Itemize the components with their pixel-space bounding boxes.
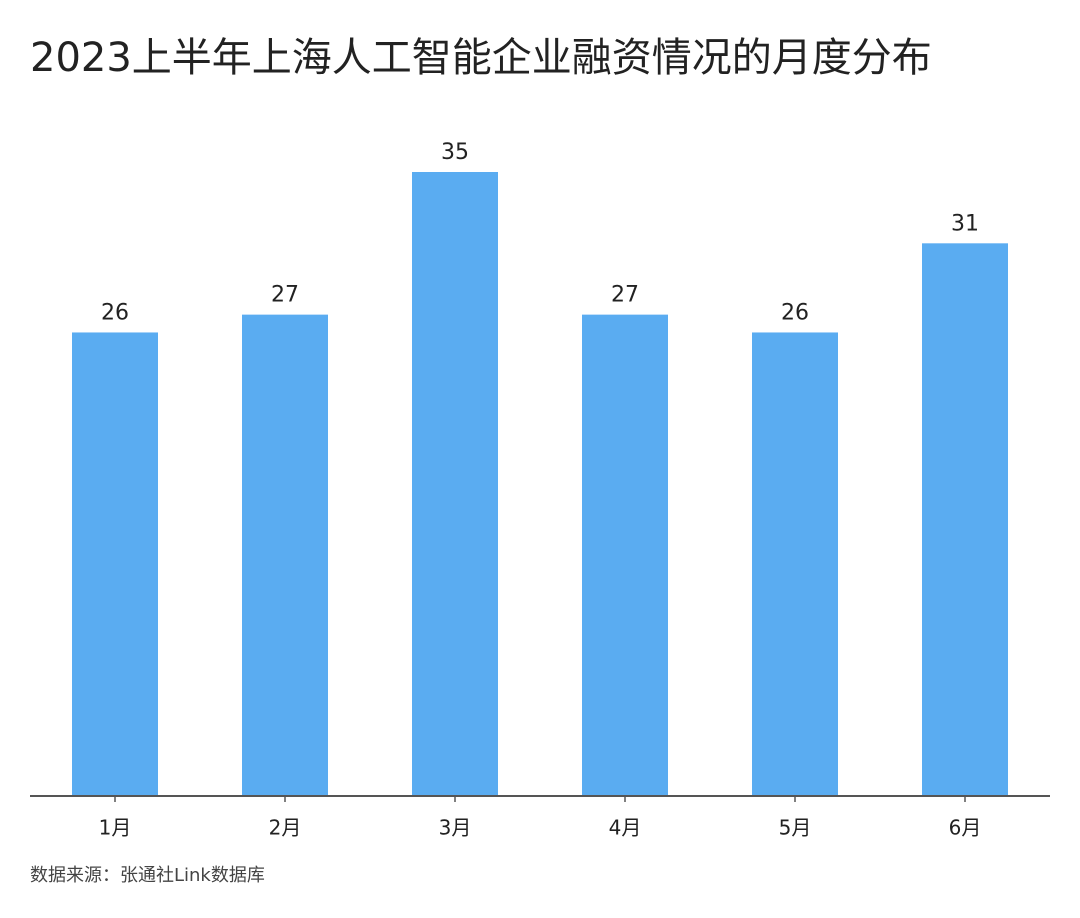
value-label: 27 [611, 283, 639, 308]
bar [922, 243, 1008, 797]
chart-title: 2023上半年上海人工智能企业融资情况的月度分布 [30, 35, 932, 81]
value-label: 26 [781, 300, 809, 325]
x-tick-label: 4月 [609, 816, 642, 840]
bar [582, 314, 668, 796]
value-label: 27 [271, 283, 299, 308]
x-tick-label: 3月 [439, 816, 472, 840]
bar [412, 172, 498, 796]
x-tick-label: 2月 [269, 816, 302, 840]
bar [72, 332, 158, 796]
x-tick-label: 6月 [949, 816, 982, 840]
value-label: 26 [101, 300, 129, 325]
source-note: 数据来源：张通社Link数据库 [30, 865, 265, 886]
x-tick-label: 5月 [779, 816, 812, 840]
x-tick-label: 1月 [99, 816, 132, 840]
value-label: 31 [951, 211, 979, 236]
bar [242, 314, 328, 796]
value-label: 35 [441, 140, 469, 165]
bar [752, 332, 838, 796]
